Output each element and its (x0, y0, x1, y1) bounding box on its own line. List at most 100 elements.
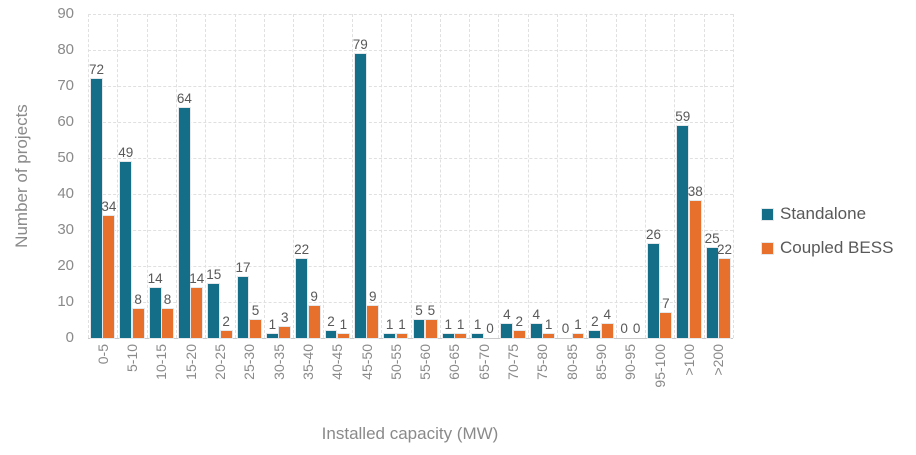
x-axis-title: Installed capacity (MW) (321, 424, 499, 443)
bar-standalone-35-40 (296, 258, 308, 338)
data-label-standalone-45-50: 79 (352, 36, 368, 52)
bar-coupled-bess-75-80 (543, 334, 555, 338)
bar-coupled-bess-85-90 (601, 323, 613, 338)
x-tick-label-70-75: 70-75 (498, 344, 527, 424)
data-label-standalone-85-90: 2 (591, 313, 599, 329)
x-tick-label-90-95: 90-95 (616, 344, 645, 424)
gridline-vertical (117, 14, 119, 338)
gridline-vertical (733, 14, 734, 338)
data-label-standalone-15-20: 64 (176, 90, 192, 106)
gridline-vertical (293, 14, 295, 338)
y-tick-label: 50 (57, 149, 74, 166)
x-tick-text: 90-95 (622, 344, 639, 380)
data-label-standalone-0-5: 72 (88, 61, 104, 77)
y-tick-label: 40 (57, 185, 74, 202)
gridline-horizontal (88, 86, 733, 87)
y-tick-label: 90 (57, 5, 74, 22)
x-tick-text: 5-10 (123, 344, 140, 373)
bar-standalone-15-20 (178, 107, 190, 338)
x-tick-label-60-65: 60-65 (440, 344, 469, 424)
gridline-vertical (381, 14, 383, 338)
y-tick-label: 80 (57, 41, 74, 58)
x-axis-line (88, 338, 733, 339)
bar-coupled-bess-0-5 (103, 215, 115, 338)
x-tick-text: 85-90 (593, 344, 610, 380)
x-tick-text: 10-15 (153, 344, 170, 380)
y-tick-label: 10 (57, 293, 74, 310)
y-tick-label: 70 (57, 77, 74, 94)
bar-coupled-bess-gt200 (719, 258, 730, 338)
x-tick-label-10-15: 10-15 (147, 344, 176, 424)
data-label-standalone-gt100: 59 (675, 108, 691, 124)
data-label-standalone-5-10: 49 (118, 144, 134, 160)
bar-standalone-5-10 (120, 161, 132, 338)
data-label-coupled-bess-95-100: 7 (662, 295, 670, 311)
data-label-standalone-80-85: 0 (561, 321, 570, 336)
bar-standalone-50-55 (384, 334, 396, 338)
bar-coupled-bess-5-10 (132, 309, 144, 338)
legend-label-standalone: Standalone (780, 204, 867, 223)
gridline-vertical (351, 14, 353, 338)
x-tick-text: 75-80 (534, 344, 551, 380)
data-label-coupled-bess-60-65: 1 (456, 317, 465, 333)
x-tick-text: 35-40 (299, 344, 316, 380)
bar-standalone-60-65 (442, 334, 454, 338)
legend-item-coupled-bess: Coupled BESS (762, 238, 893, 258)
bar-coupled-bess-35-40 (308, 305, 320, 338)
data-label-coupled-bess-90-95: 0 (632, 321, 641, 336)
x-tick-label-20-25: 20-25 (205, 344, 234, 424)
bar-standalone-20-25 (208, 284, 220, 338)
gridline-vertical (175, 14, 177, 338)
data-label-coupled-bess-0-5: 34 (101, 198, 117, 214)
gridline-vertical (263, 14, 265, 338)
data-label-coupled-bess-20-25: 2 (222, 313, 230, 329)
data-label-standalone-35-40: 22 (294, 241, 310, 257)
gridline-vertical (146, 14, 148, 338)
data-label-standalone-65-70: 1 (473, 317, 482, 333)
x-tick-text: 30-35 (270, 344, 287, 380)
gridline-horizontal (88, 122, 733, 123)
bar-standalone-85-90 (589, 330, 601, 338)
bar-standalone-gt200 (706, 248, 718, 338)
bar-standalone-55-60 (413, 320, 425, 338)
bar-coupled-bess-95-100 (660, 312, 672, 338)
bar-coupled-bess-80-85 (572, 334, 584, 338)
data-label-standalone-75-80: 4 (532, 306, 540, 322)
x-tick-text: 60-65 (446, 344, 463, 380)
data-label-coupled-bess-55-60: 5 (427, 303, 436, 318)
bar-coupled-bess-25-30 (250, 320, 261, 338)
gridline-vertical (498, 14, 500, 338)
gridline-vertical (527, 14, 529, 338)
x-tick-label-25-30: 25-30 (235, 344, 264, 424)
data-label-coupled-bess-25-30: 5 (251, 303, 260, 318)
gridline-vertical (205, 14, 207, 338)
gridline-horizontal (88, 158, 733, 159)
x-tick-label-0-5: 0-5 (88, 344, 117, 424)
gridline-vertical (703, 14, 705, 338)
x-tick-text: >200 (710, 344, 727, 376)
x-tick-text: 95-100 (651, 344, 668, 388)
data-label-coupled-bess-40-45: 1 (339, 317, 348, 333)
legend-item-standalone: Standalone (762, 204, 893, 224)
bar-coupled-bess-70-75 (513, 330, 525, 338)
y-tick-label: 30 (57, 221, 74, 238)
data-label-standalone-55-60: 5 (415, 303, 423, 318)
data-label-standalone-gt200: 25 (704, 231, 720, 246)
bar-coupled-bess-50-55 (396, 334, 408, 338)
gridline-vertical (557, 14, 559, 338)
x-tick-label-95-100: 95-100 (645, 344, 674, 424)
x-tick-text: 0-5 (94, 344, 111, 365)
x-tick-text: 25-30 (241, 344, 258, 380)
gridline-horizontal (88, 14, 733, 15)
legend-swatch-standalone-icon (762, 208, 773, 220)
x-tick-text: 50-55 (387, 344, 404, 380)
gridline-horizontal (88, 266, 733, 267)
gridline-vertical (234, 14, 236, 338)
y-axis-title: Number of projects (12, 104, 31, 248)
bar-coupled-bess-20-25 (220, 330, 232, 338)
data-label-coupled-bess-70-75: 2 (515, 313, 524, 329)
bar-coupled-bess-gt100 (689, 201, 701, 338)
legend-swatch-coupled-bess-icon (762, 242, 773, 254)
data-label-coupled-bess-5-10: 8 (134, 292, 142, 308)
data-label-standalone-20-25: 15 (206, 267, 222, 282)
